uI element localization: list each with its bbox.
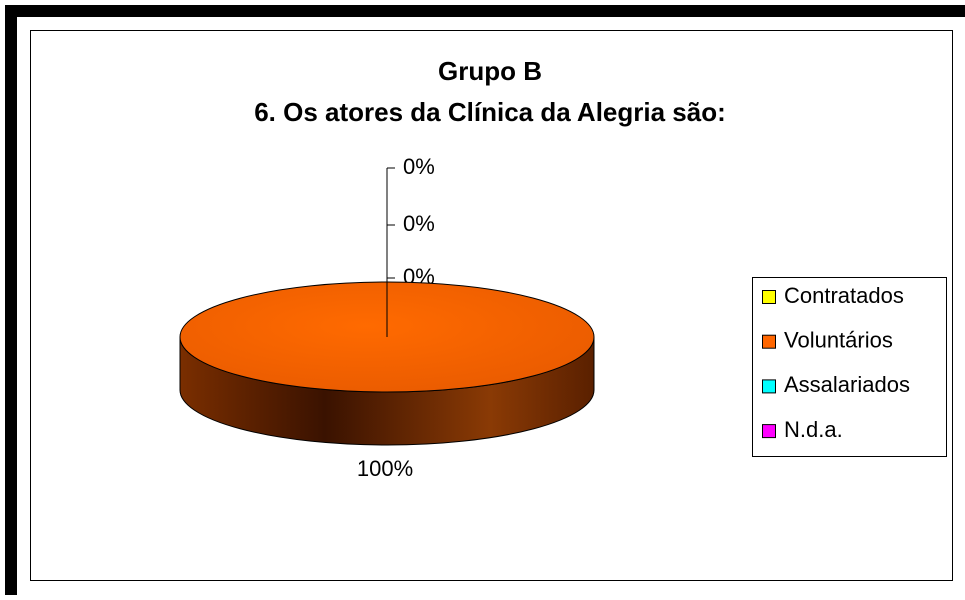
chart-subtitle: 6. Os atores da Clínica da Alegria são: [254,97,726,127]
legend-label: Voluntários [784,328,893,353]
legend-swatch [762,334,776,349]
legend-swatch [762,290,776,304]
data-label: 0% [403,154,435,179]
data-label: 0% [403,211,435,236]
frame-top [5,5,965,17]
legend-label: N.d.a. [784,417,843,442]
data-label: 100% [357,456,413,481]
legend-label: Contratados [784,283,904,308]
legend-swatch [762,424,776,439]
legend-label: Assalariados [784,372,910,397]
legend-swatch [762,379,776,394]
chart-title: Grupo B [438,56,542,86]
frame-left [5,5,17,595]
plot: 0%100%0%0%ContratadosVoluntáriosAssalari… [179,154,910,481]
legend [752,277,947,457]
